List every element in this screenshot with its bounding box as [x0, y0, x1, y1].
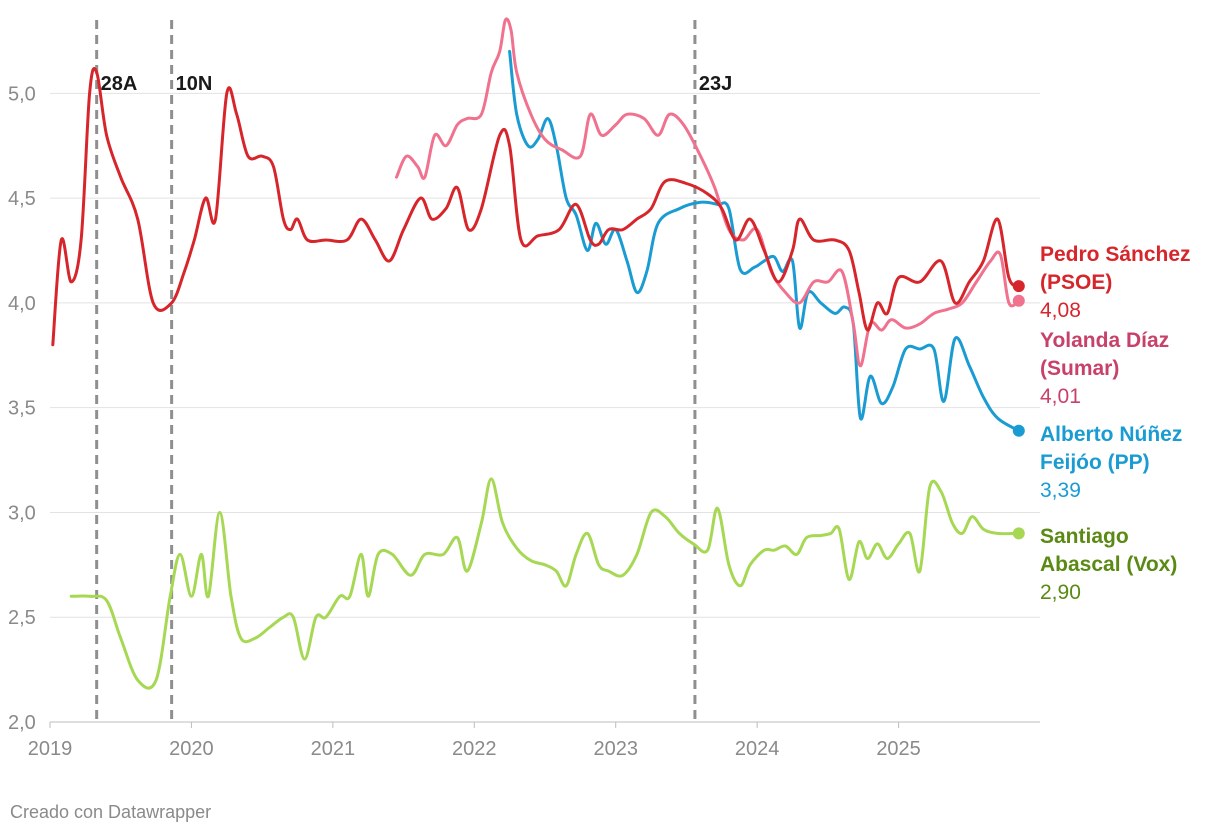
legend-label-pedro-sanchez-psoe: Pedro Sánchez: [1040, 243, 1191, 266]
x-tick-label: 2022: [452, 738, 497, 760]
event-label: 23J: [699, 73, 732, 95]
x-tick-label: 2025: [876, 738, 921, 760]
axis-layer: 2,0 2,5 3,0 3,5 4,0 4,5 5,0 2019 2020 2021 2022 202…: [8, 83, 921, 760]
x-tick-label: 2023: [593, 738, 638, 760]
x-tick-label: 2019: [28, 738, 73, 760]
x-tick-label: 2021: [311, 738, 356, 760]
end-value-yolanda-diaz-sumar: 4,01: [1040, 385, 1081, 408]
legend-label-alberto-nunez-feijoo-pp: Alberto Núñez: [1040, 423, 1182, 446]
y-tick-label: 3,5: [8, 398, 36, 420]
legend-layer: Pedro Sánchez (PSOE) 4,08 Yolanda Díaz (Suma…: [1040, 243, 1191, 604]
end-dot-alberto-nunez-feijoo-pp: [1012, 424, 1025, 437]
end-value-alberto-nunez-feijoo-pp: 3,39: [1040, 479, 1081, 502]
legend-label-yolanda-diaz-sumar: (Sumar): [1040, 357, 1119, 380]
y-tick-label: 4,5: [8, 188, 36, 210]
end-dot-pedro-sanchez-psoe: [1012, 280, 1025, 293]
series-line-santiago-abascal-vox: [69, 477, 1021, 690]
y-tick-label: 5,0: [8, 83, 36, 105]
legend-label-pedro-sanchez-psoe: (PSOE): [1040, 271, 1112, 294]
end-dot-yolanda-diaz-sumar: [1012, 294, 1025, 307]
grid-layer: [50, 92, 1040, 723]
event-label: 28A: [101, 73, 138, 95]
series-line-pedro-sanchez-psoe: [51, 67, 1021, 347]
x-tick-label: 2024: [735, 738, 780, 760]
legend-label-santiago-abascal-vox: Santiago: [1040, 525, 1129, 548]
legend-label-santiago-abascal-vox: Abascal (Vox): [1040, 553, 1177, 576]
legend-label-alberto-nunez-feijoo-pp: Feijóo (PP): [1040, 451, 1150, 474]
end-dot-santiago-abascal-vox: [1012, 527, 1025, 540]
datawrapper-credit: Creado con Datawrapper: [10, 802, 212, 822]
legend-label-yolanda-diaz-sumar: Yolanda Díaz: [1040, 329, 1169, 352]
y-tick-label: 2,0: [8, 712, 36, 734]
x-tick-label: 2020: [169, 738, 214, 760]
end-value-santiago-abascal-vox: 2,90: [1040, 581, 1081, 604]
event-layer: 28A 10N 23J: [95, 20, 732, 722]
event-label: 10N: [176, 73, 213, 95]
y-tick-label: 3,0: [8, 502, 36, 524]
series-line-yolanda-diaz-sumar: [395, 17, 1021, 368]
y-tick-label: 4,0: [8, 293, 36, 315]
series-line-alberto-nunez-feijoo-pp: [508, 49, 1021, 433]
series-layer: [51, 17, 1025, 690]
y-tick-label: 2,5: [8, 607, 36, 629]
end-value-pedro-sanchez-psoe: 4,08: [1040, 299, 1081, 322]
